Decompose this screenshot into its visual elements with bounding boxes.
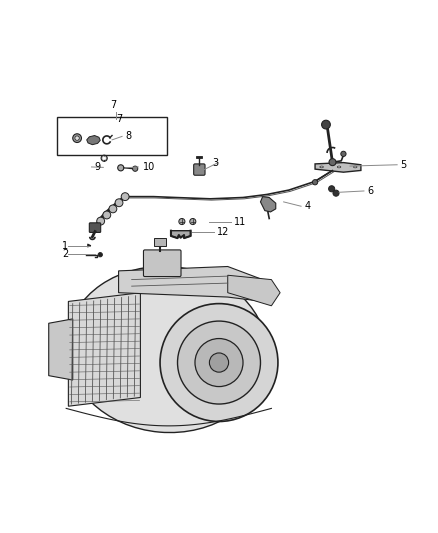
Circle shape	[101, 155, 107, 161]
Polygon shape	[68, 293, 141, 406]
Polygon shape	[315, 163, 361, 172]
Circle shape	[333, 190, 339, 196]
Circle shape	[177, 321, 261, 404]
Circle shape	[133, 166, 138, 171]
Circle shape	[103, 157, 106, 159]
FancyBboxPatch shape	[194, 164, 205, 175]
Polygon shape	[87, 135, 100, 144]
Bar	[154, 238, 166, 246]
Polygon shape	[171, 231, 191, 238]
Text: 10: 10	[143, 162, 155, 172]
Circle shape	[341, 151, 346, 157]
Circle shape	[118, 165, 124, 171]
Text: 3: 3	[212, 158, 219, 167]
Text: 6: 6	[367, 186, 374, 196]
Text: 7: 7	[110, 100, 117, 110]
Ellipse shape	[320, 166, 323, 168]
Circle shape	[109, 205, 117, 213]
Circle shape	[195, 338, 243, 386]
Circle shape	[312, 180, 318, 185]
Polygon shape	[261, 197, 276, 212]
Circle shape	[103, 211, 111, 219]
Text: 4: 4	[304, 201, 310, 211]
Circle shape	[75, 136, 79, 140]
Text: 12: 12	[217, 228, 229, 237]
Circle shape	[329, 159, 336, 166]
Polygon shape	[228, 275, 280, 306]
Text: 7: 7	[117, 114, 123, 124]
Circle shape	[209, 353, 229, 372]
FancyBboxPatch shape	[89, 223, 101, 232]
Bar	[196, 156, 202, 158]
Text: 11: 11	[234, 216, 247, 227]
Bar	[57, 117, 166, 155]
Text: 8: 8	[125, 132, 131, 141]
FancyBboxPatch shape	[144, 250, 181, 277]
Text: 1: 1	[62, 240, 68, 251]
Text: 2: 2	[62, 249, 68, 259]
Circle shape	[73, 134, 81, 142]
Polygon shape	[49, 319, 73, 380]
Circle shape	[190, 219, 196, 224]
Ellipse shape	[353, 166, 357, 168]
Text: 9: 9	[95, 162, 101, 172]
Polygon shape	[119, 266, 263, 302]
Text: 5: 5	[400, 160, 406, 170]
Circle shape	[115, 199, 123, 207]
Circle shape	[160, 304, 278, 422]
Circle shape	[179, 219, 185, 224]
Circle shape	[97, 217, 105, 225]
Circle shape	[328, 185, 335, 192]
Circle shape	[98, 253, 102, 257]
Ellipse shape	[337, 166, 341, 168]
Circle shape	[321, 120, 330, 129]
Ellipse shape	[66, 266, 267, 433]
Circle shape	[121, 193, 129, 200]
